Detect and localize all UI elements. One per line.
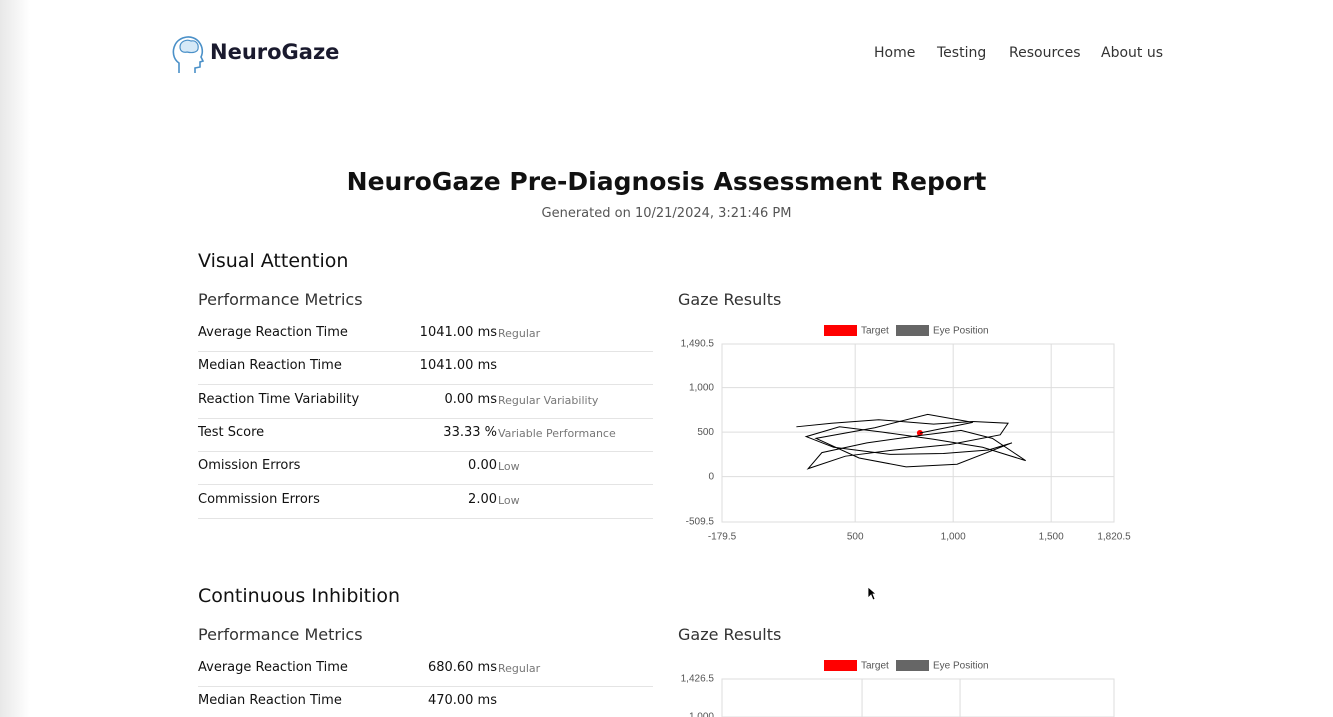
section-title: Continuous Inhibition — [198, 585, 401, 607]
y-tick-label: 500 — [697, 427, 714, 438]
y-tick-label: 1,426.5 — [681, 674, 715, 685]
legend-swatch — [896, 325, 929, 336]
gaze-title: Gaze Results — [678, 290, 782, 309]
metric-value: 2.00 — [468, 491, 497, 507]
legend-label: Eye Position — [933, 326, 989, 337]
metrics-title: Performance Metrics — [198, 625, 363, 644]
metric-value: 33.33 % — [443, 424, 497, 440]
gaze-chart: -509.5 0 500 1,000 1,490.5 -179.5 500 1,000 1,50… — [681, 325, 1131, 543]
gaze-title: Gaze Results — [678, 625, 782, 644]
legend-swatch — [824, 660, 857, 671]
report-title: NeuroGaze Pre-Diagnosis Assessment Repor… — [346, 167, 987, 196]
row-divider — [198, 384, 653, 386]
row-divider — [198, 517, 653, 519]
nav-link[interactable]: Testing — [937, 45, 987, 61]
metric-note: Low — [498, 493, 520, 507]
legend-label: Eye Position — [933, 661, 989, 672]
nav-link[interactable]: About us — [1101, 45, 1164, 61]
row-divider — [198, 686, 653, 687]
metric-value: 1041.00 ms — [419, 358, 497, 374]
y-tick-label: -509.5 — [686, 517, 715, 528]
row-divider — [198, 417, 653, 419]
metric-label: Commission Errors — [198, 491, 320, 507]
metric-label: Reaction Time Variability — [198, 391, 360, 407]
legend-label: Target — [861, 661, 889, 672]
x-tick-label: 1,500 — [1039, 532, 1064, 543]
logo-icon — [172, 36, 205, 73]
metric-label: Omission Errors — [198, 458, 301, 474]
row-divider — [198, 484, 653, 486]
metric-label: Median Reaction Time — [198, 693, 342, 709]
metric-value: 680.60 ms — [427, 660, 497, 675]
gaze-path — [796, 413, 1026, 470]
metric-label: Average Reaction Time — [198, 325, 348, 340]
logo-text[interactable]: NeuroGaze — [210, 40, 340, 64]
metric-note: Variable Performance — [498, 426, 616, 440]
window-edge — [0, 0, 30, 717]
legend-swatch — [824, 325, 857, 336]
metric-value: 0.00 — [468, 458, 497, 474]
metric-note: Regular — [498, 327, 541, 340]
metric-label: Average Reaction Time — [198, 660, 348, 675]
report-date: Generated on 10/21/2024, 3:21:46 PM — [541, 206, 792, 221]
metric-label: Median Reaction Time — [198, 358, 342, 374]
metric-note: Regular — [498, 662, 541, 675]
x-tick-label: 500 — [847, 532, 864, 543]
metric-value: 470.00 ms — [427, 693, 497, 709]
metric-note: Regular Variability — [498, 393, 599, 407]
plot-frame — [721, 678, 1115, 717]
metric-value: 1041.00 ms — [419, 325, 497, 340]
row-divider — [198, 450, 653, 452]
y-tick-label: 1,000 — [689, 712, 714, 717]
row-divider — [198, 351, 653, 352]
metric-note: Low — [498, 460, 520, 474]
nav-link[interactable]: Resources — [1009, 45, 1081, 61]
y-tick-label: 1,490.5 — [681, 339, 715, 350]
mouse-cursor — [867, 586, 877, 601]
x-tick-label: 1,820.5 — [1097, 532, 1131, 543]
y-tick-label: 0 — [708, 471, 714, 482]
metric-value: 0.00 ms — [444, 391, 497, 407]
metric-label: Test Score — [198, 424, 265, 440]
metrics-title: Performance Metrics — [198, 290, 363, 309]
legend-swatch — [896, 660, 929, 671]
x-tick-label: 1,000 — [941, 532, 966, 543]
x-tick-label: -179.5 — [708, 532, 737, 543]
y-tick-label: 1,000 — [689, 382, 714, 393]
nav-link[interactable]: Home — [874, 45, 916, 61]
section-title: Visual Attention — [198, 250, 349, 272]
legend-label: Target — [861, 326, 889, 337]
